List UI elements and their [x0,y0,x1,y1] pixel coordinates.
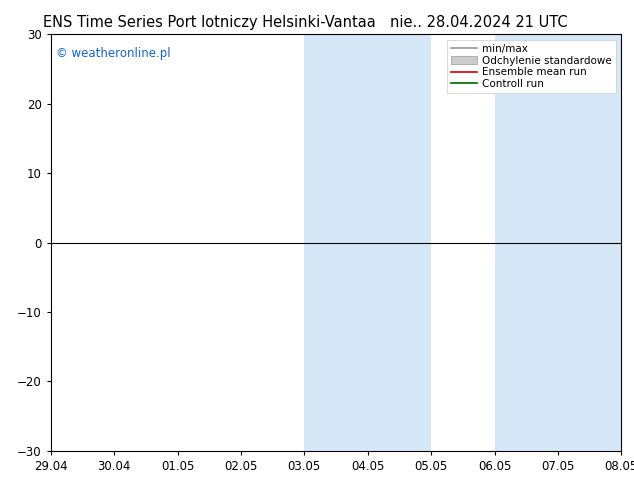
Legend: min/max, Odchylenie standardowe, Ensemble mean run, Controll run: min/max, Odchylenie standardowe, Ensembl… [447,40,616,93]
Bar [368,34,431,451]
Text: nie.. 28.04.2024 21 UTC: nie.. 28.04.2024 21 UTC [390,15,567,30]
Bar [558,34,621,451]
Text: ENS Time Series Port lotniczy Helsinki-Vantaa: ENS Time Series Port lotniczy Helsinki-V… [43,15,375,30]
Title: ENS Time Series Port lotniczy Helsinki-Vantaa      nie.. 28.04.2024 21 UTC: ENS Time Series Port lotniczy Helsinki-V… [0,489,1,490]
Bar [495,34,558,451]
Bar [304,34,368,451]
Text: © weatheronline.pl: © weatheronline.pl [56,47,171,60]
